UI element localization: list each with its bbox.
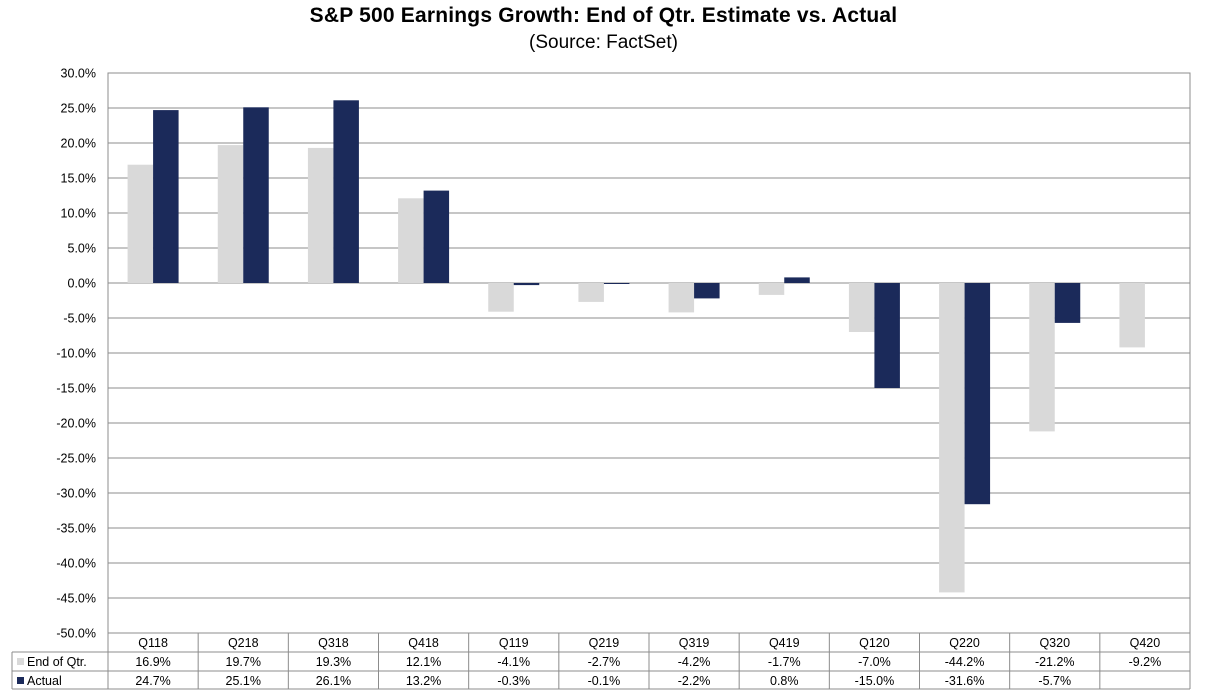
data-label: -15.0% — [855, 674, 895, 688]
bar-estimate-q418 — [398, 198, 424, 283]
y-axis-ticks: 30.0% 25.0% 20.0% 15.0% 10.0% 5.0% 0.0% -5.0% -1… — [56, 67, 96, 641]
data-label: 12.1% — [406, 655, 441, 669]
x-tick-label: Q220 — [949, 636, 980, 650]
legend-label: Actual — [27, 674, 62, 688]
bar-actual-q119 — [513, 283, 540, 286]
data-label: 13.2% — [406, 674, 441, 688]
gridlines — [107, 72, 1191, 634]
x-tick-label: Q418 — [408, 636, 439, 650]
bar-estimate-q120 — [848, 283, 875, 332]
y-tick-label: 0.0% — [68, 277, 97, 291]
data-label: 19.3% — [316, 655, 351, 669]
data-label: -7.0% — [858, 655, 891, 669]
bar-actual-q220 — [964, 283, 991, 505]
x-tick-label: Q318 — [318, 636, 349, 650]
y-tick-label: -40.0% — [56, 557, 96, 571]
bar-estimate-q218 — [217, 145, 244, 283]
chart-subtitle: (Source: FactSet) — [529, 32, 678, 53]
data-label: -1.7% — [768, 655, 801, 669]
x-tick-label: Q319 — [679, 636, 710, 650]
data-label: 26.1% — [316, 674, 351, 688]
data-label: 19.7% — [226, 655, 261, 669]
bar-actual-q418 — [423, 190, 450, 283]
bar-estimate-q219 — [578, 283, 604, 302]
bars — [127, 100, 1145, 593]
bar-actual-q419 — [784, 277, 810, 283]
x-tick-label: Q118 — [138, 636, 168, 650]
y-tick-label: -45.0% — [56, 592, 96, 606]
data-label: -4.1% — [497, 655, 530, 669]
bar-estimate-q318 — [307, 147, 334, 283]
data-label: 24.7% — [135, 674, 170, 688]
x-tick-label: Q320 — [1039, 636, 1070, 650]
x-tick-label: Q219 — [589, 636, 620, 650]
y-tick-label: 25.0% — [61, 102, 96, 116]
data-label: 0.8% — [770, 674, 799, 688]
legend-label: End of Qtr. — [27, 655, 87, 669]
x-tick-label: Q120 — [859, 636, 890, 650]
bar-estimate-q319 — [668, 283, 695, 313]
y-tick-label: -15.0% — [56, 382, 96, 396]
data-label: -5.7% — [1038, 674, 1071, 688]
bar-actual-q218 — [243, 107, 269, 283]
bar-estimate-q419 — [758, 283, 785, 295]
y-tick-label: -10.0% — [56, 347, 96, 361]
y-tick-label: 15.0% — [61, 172, 96, 186]
data-table: Q118 Q218 Q318 Q418 Q119 Q219 Q319 Q419 Q120 Q220… — [11, 632, 1191, 690]
data-label: -9.2% — [1129, 655, 1162, 669]
legend-swatch-actual — [17, 677, 24, 684]
x-tick-label: Q420 — [1130, 636, 1161, 650]
y-tick-label: 10.0% — [61, 207, 96, 221]
data-label: -44.2% — [945, 655, 985, 669]
y-tick-label: -5.0% — [63, 312, 96, 326]
data-label: -2.7% — [588, 655, 621, 669]
y-tick-label: -20.0% — [56, 417, 96, 431]
x-tick-label: Q218 — [228, 636, 259, 650]
y-tick-label: 20.0% — [61, 137, 96, 151]
data-label: -0.3% — [497, 674, 530, 688]
bar-actual-q120 — [874, 283, 900, 388]
bar-estimate-q118 — [127, 164, 154, 283]
data-label: -31.6% — [945, 674, 985, 688]
data-label: -21.2% — [1035, 655, 1075, 669]
bar-actual-q219 — [603, 283, 630, 284]
y-tick-label: -35.0% — [56, 522, 96, 536]
bar-actual-q319 — [694, 283, 720, 299]
y-tick-label: 30.0% — [61, 67, 96, 81]
bar-estimate-q320 — [1029, 283, 1055, 432]
y-tick-label: -30.0% — [56, 487, 96, 501]
x-tick-label: Q119 — [499, 636, 529, 650]
data-label: 25.1% — [226, 674, 261, 688]
data-label: -4.2% — [678, 655, 711, 669]
bar-actual-q320 — [1054, 283, 1081, 323]
bar-estimate-q220 — [939, 283, 965, 593]
y-tick-label: -50.0% — [56, 627, 96, 641]
y-tick-label: -25.0% — [56, 452, 96, 466]
bar-actual-q118 — [153, 110, 179, 283]
data-label: -0.1% — [588, 674, 621, 688]
data-label: -2.2% — [678, 674, 711, 688]
bar-estimate-q420 — [1119, 283, 1145, 348]
bar-estimate-q119 — [488, 283, 514, 312]
chart-title: S&P 500 Earnings Growth: End of Qtr. Est… — [309, 4, 898, 27]
bar-actual-q318 — [333, 100, 359, 283]
x-tick-label: Q419 — [769, 636, 800, 650]
y-tick-label: 5.0% — [68, 242, 97, 256]
data-label: 16.9% — [135, 655, 170, 669]
legend-swatch-estimate — [17, 658, 24, 665]
